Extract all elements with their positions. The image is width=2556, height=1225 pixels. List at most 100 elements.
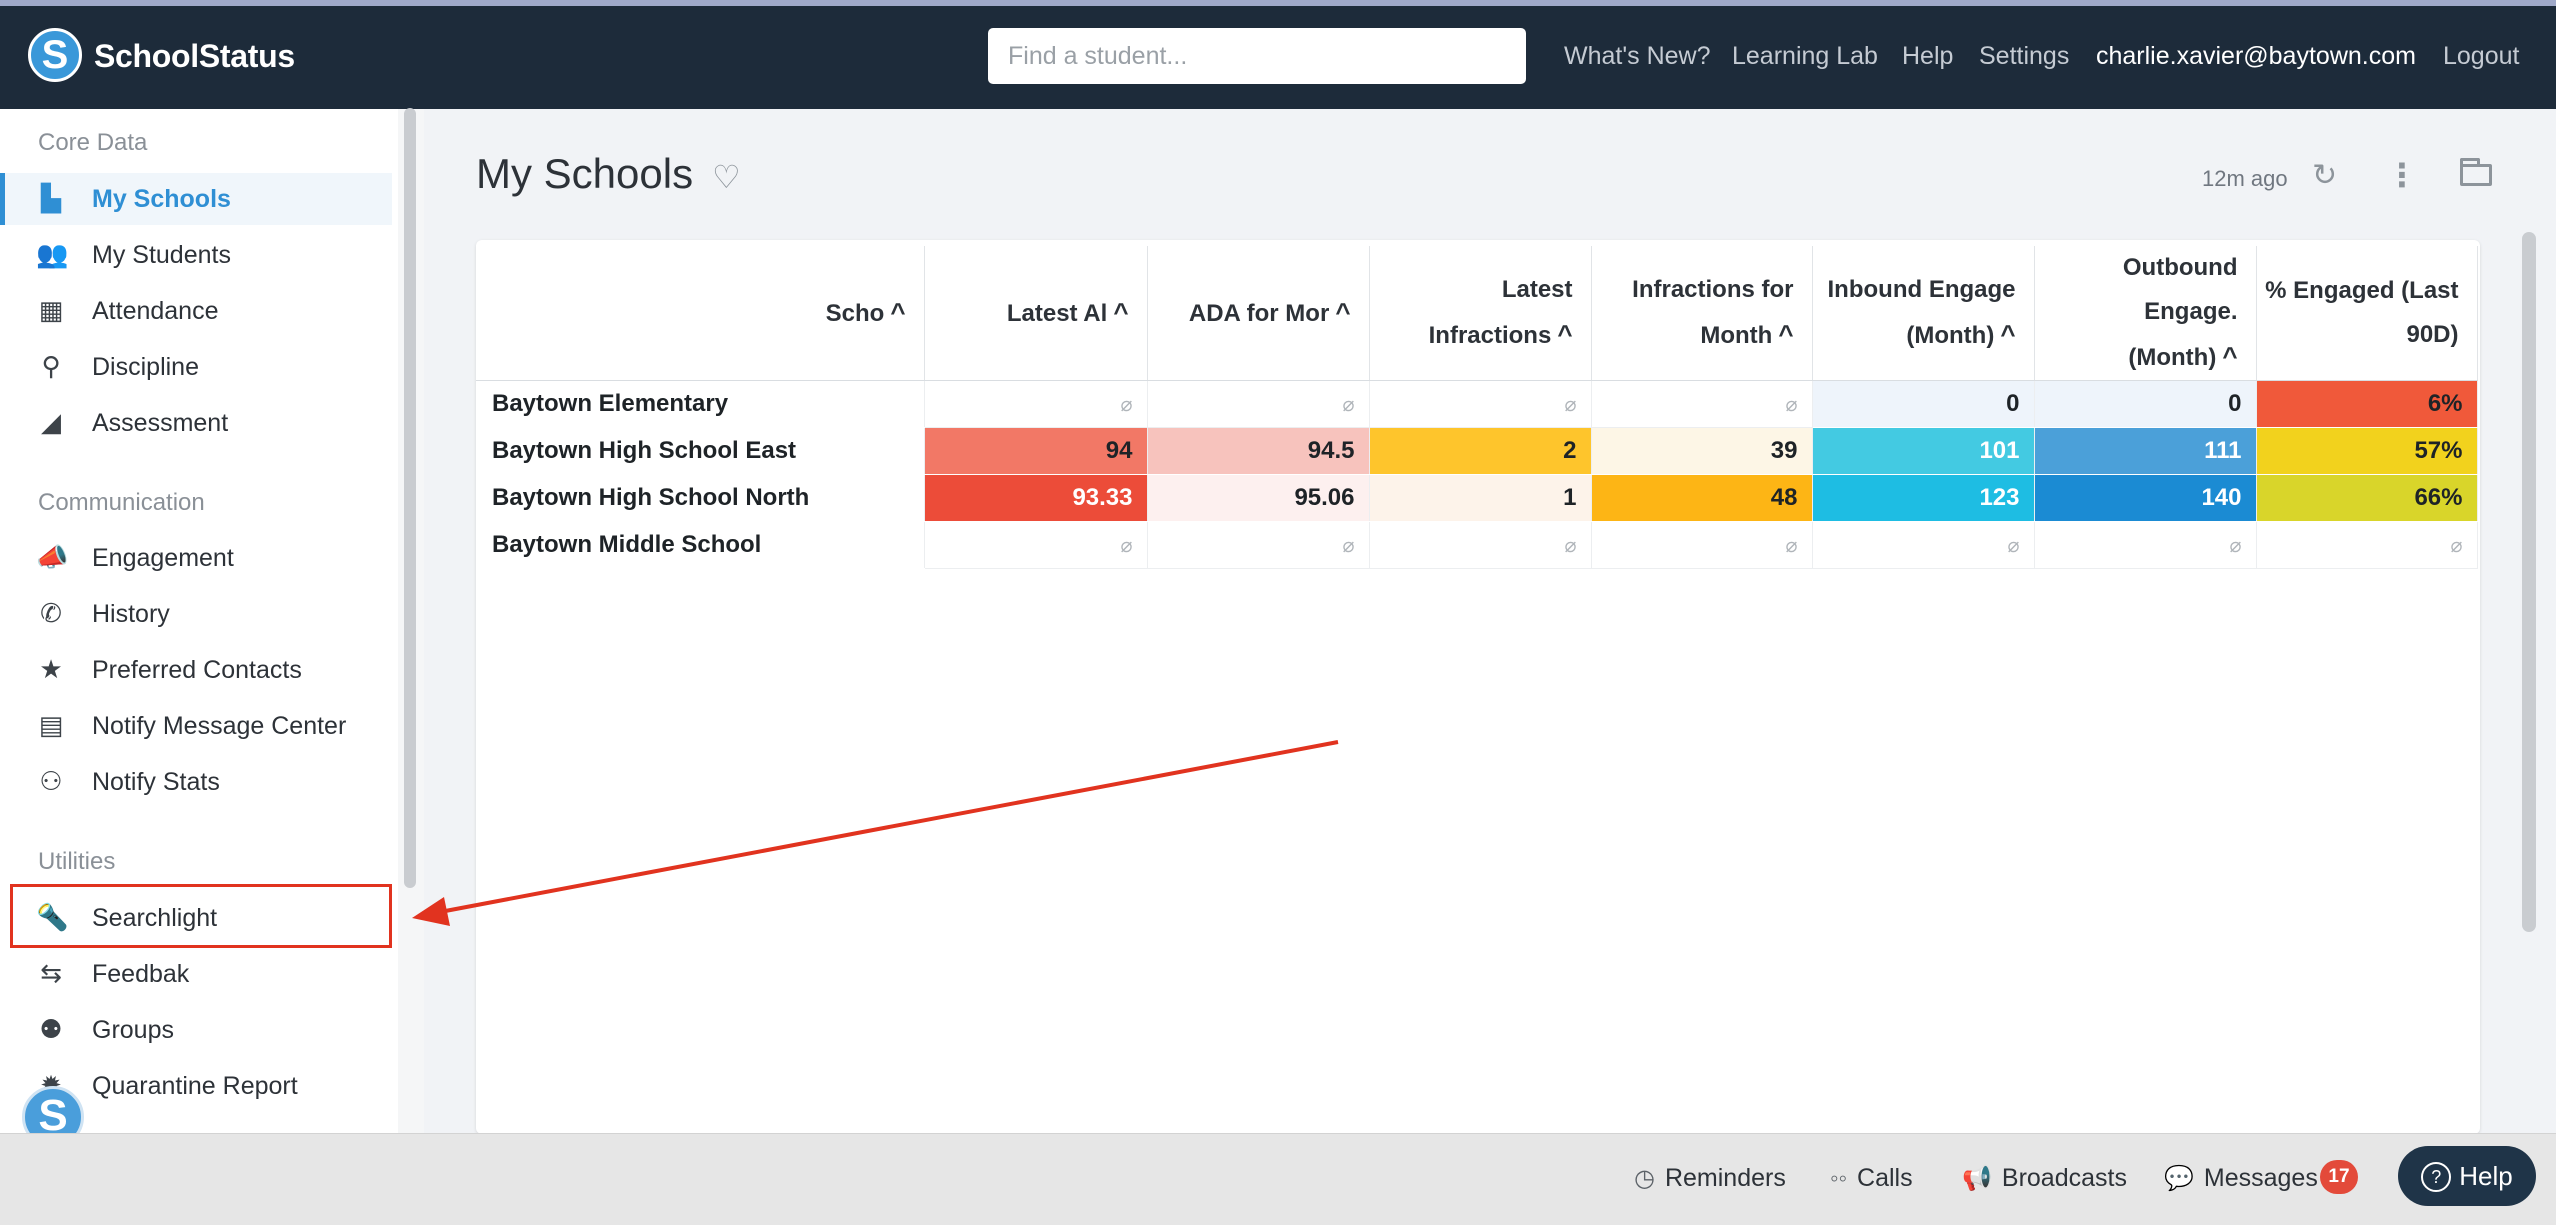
refresh-icon[interactable]: ↻ bbox=[2312, 159, 2338, 192]
column-header-label-line2: Infractions bbox=[1428, 322, 1552, 349]
help-link[interactable]: Help bbox=[1902, 42, 1954, 70]
sidebar-item-label: My Students bbox=[92, 241, 231, 269]
column-header-5[interactable]: Inbound Engage (Month) ^ bbox=[1812, 246, 2035, 381]
sidebar-item-feedbak[interactable]: ⇆ Feedbak bbox=[0, 948, 392, 1000]
sidebar-item-label: My Schools bbox=[92, 185, 231, 213]
sort-chevron-up-icon[interactable]: ^ bbox=[2000, 319, 2016, 349]
main-scrollbar[interactable] bbox=[2522, 232, 2536, 932]
column-header-label-line2: Month bbox=[1700, 322, 1773, 349]
sidebar-item-notify-message-center[interactable]: ▤ Notify Message Center bbox=[0, 700, 392, 752]
sidebar-item-label: Discipline bbox=[92, 353, 199, 381]
sidebar-item-history[interactable]: ✆ History bbox=[0, 588, 392, 640]
sort-chevron-up-icon[interactable]: ^ bbox=[2222, 341, 2238, 371]
metric-cell: 57% bbox=[2256, 427, 2478, 475]
section-title-core-data: Core Data bbox=[38, 129, 148, 156]
discipline-icon: ⚲ bbox=[41, 351, 61, 381]
sidebar-item-label: Attendance bbox=[92, 297, 219, 325]
column-header-6[interactable]: Outbound Engage. (Month) ^ bbox=[2034, 246, 2257, 381]
table-header-row: Scho ^ Latest Al ^ ADA for Mor ^ Latest Infract… bbox=[476, 246, 2478, 381]
groups-icon: ⚉ bbox=[39, 1014, 63, 1044]
students-icon: 👥 bbox=[36, 239, 69, 269]
column-header-7[interactable]: % Engaged (Last 90D) bbox=[2256, 246, 2478, 381]
section-title-utilities: Utilities bbox=[38, 848, 116, 875]
sort-chevron-up-icon[interactable]: ^ bbox=[1113, 297, 1129, 327]
sidebar-item-preferred-contacts[interactable]: ★ Preferred Contacts bbox=[0, 644, 392, 696]
sidebar-item-label: Assessment bbox=[92, 409, 229, 437]
logout-link[interactable]: Logout bbox=[2443, 42, 2520, 70]
sidebar-item-quarantine-report[interactable]: ✹ Quarantine Report bbox=[0, 1060, 392, 1112]
calls-label: Calls bbox=[1857, 1164, 1913, 1192]
help-button[interactable]: ? Help bbox=[2398, 1146, 2536, 1206]
megaphone-icon: 📣 bbox=[36, 542, 69, 572]
user-email-menu[interactable]: charlie.xavier@baytown.com bbox=[2096, 42, 2416, 70]
student-search-input[interactable] bbox=[988, 28, 1526, 84]
retweet-icon: ⇆ bbox=[40, 958, 62, 988]
column-header-label: Latest Al bbox=[1006, 300, 1108, 327]
sidebar-item-engagement[interactable]: 📣 Engagement bbox=[0, 532, 392, 584]
sidebar-item-groups[interactable]: ⚉ Groups bbox=[0, 1004, 392, 1056]
sidebar-item-searchlight[interactable]: 🔦 Searchlight bbox=[0, 892, 392, 944]
flashlight-icon: 🔦 bbox=[36, 902, 69, 932]
sidebar-item-notify-stats[interactable]: ⚇ Notify Stats bbox=[0, 756, 392, 808]
table-row[interactable]: Baytown High School East 94 94.5 2 39 101 111 5… bbox=[476, 427, 2478, 475]
calls-button[interactable]: ◦◦ Calls bbox=[1830, 1164, 1913, 1193]
column-header-label: Latest bbox=[1501, 276, 1573, 303]
settings-link[interactable]: Settings bbox=[1979, 42, 2070, 70]
metric-cell: 39 bbox=[1591, 427, 1813, 475]
sort-chevron-up-icon[interactable]: ^ bbox=[1557, 319, 1573, 349]
schoolstatus-logo-icon[interactable]: S bbox=[28, 28, 82, 82]
column-header-0[interactable]: Scho ^ bbox=[476, 246, 925, 381]
table-row[interactable]: Baytown Elementary ⌀ ⌀ ⌀ ⌀ 0 0 6% bbox=[476, 380, 2478, 428]
sidebar-item-attendance[interactable]: ▦ Attendance bbox=[0, 285, 392, 337]
brand-name[interactable]: SchoolStatus bbox=[94, 38, 295, 74]
table-row[interactable]: Baytown Middle School ⌀ ⌀ ⌀ ⌀ ⌀ ⌀ ⌀ bbox=[476, 521, 2478, 569]
more-options-icon[interactable]: ⋮ bbox=[2386, 157, 2418, 193]
column-header-label: Infractions for bbox=[1632, 276, 1794, 303]
reminders-label: Reminders bbox=[1664, 1164, 1786, 1192]
metric-cell: 94 bbox=[924, 427, 1148, 475]
table-row[interactable]: Baytown High School North 93.33 95.06 1 48 12… bbox=[476, 474, 2478, 522]
page-title: My Schools bbox=[476, 150, 694, 197]
empty-value-icon: ⌀ bbox=[2034, 521, 2257, 569]
chat-icon: 💬 bbox=[2164, 1165, 2194, 1192]
metric-cell: 1 bbox=[1369, 474, 1592, 522]
sidebar-item-discipline[interactable]: ⚲ Discipline bbox=[0, 341, 392, 393]
sort-chevron-up-icon[interactable]: ^ bbox=[890, 297, 906, 327]
sidebar-item-label: Preferred Contacts bbox=[92, 656, 302, 684]
sidebar-item-label: History bbox=[92, 600, 170, 628]
empty-value-icon: ⌀ bbox=[1591, 521, 1813, 569]
help-label: Help bbox=[2459, 1161, 2513, 1191]
column-header-1[interactable]: Latest Al ^ bbox=[924, 246, 1148, 381]
sort-chevron-up-icon[interactable]: ^ bbox=[1778, 319, 1794, 349]
metric-cell: 0 bbox=[2034, 380, 2257, 428]
messages-button[interactable]: 💬 Messages bbox=[2164, 1164, 2318, 1193]
column-header-4[interactable]: Infractions for Month ^ bbox=[1591, 246, 1813, 381]
sidebar-item-label: Quarantine Report bbox=[92, 1072, 298, 1100]
school-name-cell[interactable]: Baytown High School East bbox=[476, 427, 925, 475]
school-name-cell[interactable]: Baytown Middle School bbox=[476, 521, 925, 569]
empty-value-icon: ⌀ bbox=[1812, 521, 2035, 569]
sidebar-item-my-students[interactable]: 👥 My Students bbox=[0, 229, 392, 281]
top-accent-line bbox=[0, 0, 2556, 6]
column-header-2[interactable]: ADA for Mor ^ bbox=[1147, 246, 1370, 381]
question-icon: ? bbox=[2421, 1162, 2452, 1192]
column-header-label: ADA for Mor bbox=[1188, 300, 1330, 327]
column-header-label: Inbound Engage bbox=[1827, 276, 2016, 303]
star-icon: ★ bbox=[39, 654, 63, 684]
sidebar-item-my-schools[interactable]: ▙ My Schools bbox=[0, 173, 392, 225]
table-body: Baytown Elementary ⌀ ⌀ ⌀ ⌀ 0 0 6% Baytown High S… bbox=[476, 380, 2478, 569]
reminders-button[interactable]: ◷ Reminders bbox=[1634, 1164, 1786, 1193]
sidebar-item-assessment[interactable]: ◢ Assessment bbox=[0, 397, 392, 449]
metric-cell: 48 bbox=[1591, 474, 1813, 522]
whats-new-link[interactable]: What's New? bbox=[1564, 42, 1711, 70]
school-name-cell[interactable]: Baytown Elementary bbox=[476, 380, 925, 428]
favorite-heart-icon[interactable]: ♡ bbox=[712, 159, 741, 195]
learning-lab-link[interactable]: Learning Lab bbox=[1732, 42, 1878, 70]
sort-chevron-up-icon[interactable]: ^ bbox=[1335, 297, 1351, 327]
voicemail-icon: ◦◦ bbox=[1830, 1165, 1848, 1192]
folder-icon[interactable] bbox=[2460, 158, 2492, 186]
school-name-cell[interactable]: Baytown High School North bbox=[476, 474, 925, 522]
broadcasts-button[interactable]: 📢 Broadcasts bbox=[1962, 1164, 2127, 1193]
sidebar-scrollbar[interactable] bbox=[404, 108, 416, 888]
column-header-3[interactable]: Latest Infractions ^ bbox=[1369, 246, 1592, 381]
